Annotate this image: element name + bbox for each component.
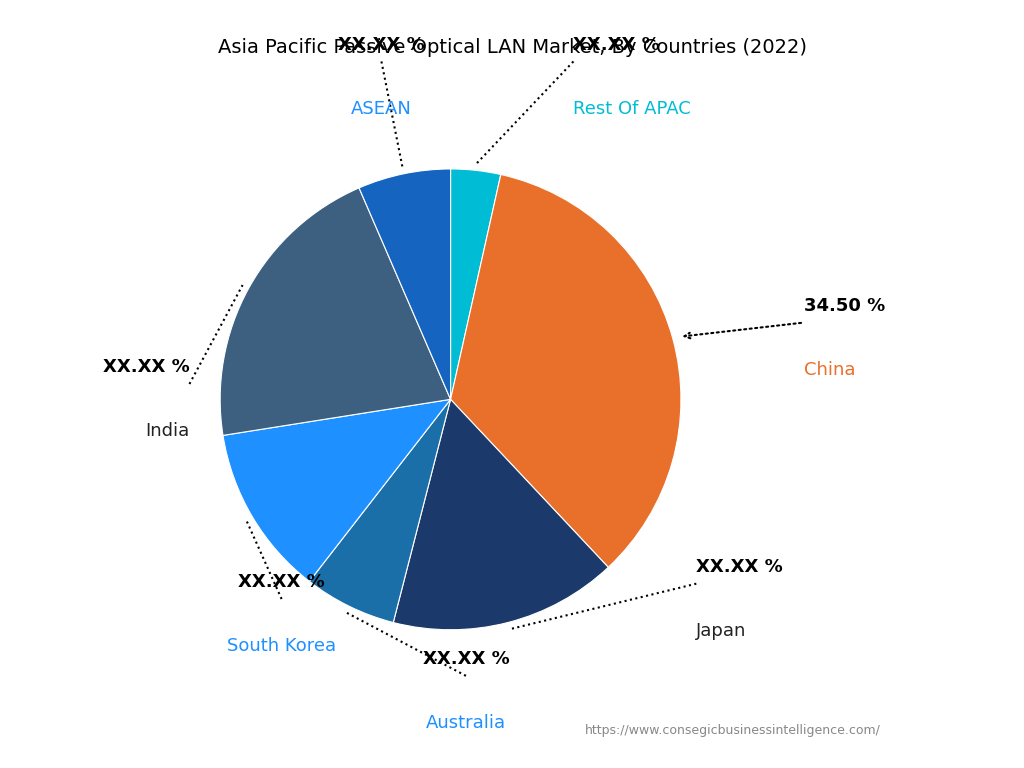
Wedge shape <box>309 399 451 623</box>
Text: XX.XX %: XX.XX % <box>102 359 189 376</box>
Text: 34.50 %: 34.50 % <box>804 297 885 315</box>
Wedge shape <box>451 174 681 568</box>
Text: XX.XX %: XX.XX % <box>573 36 660 54</box>
Text: China: China <box>804 361 855 379</box>
Wedge shape <box>220 188 451 435</box>
Wedge shape <box>223 399 451 581</box>
Text: XX.XX %: XX.XX % <box>239 574 325 591</box>
Text: XX.XX %: XX.XX % <box>696 558 783 576</box>
Wedge shape <box>393 399 608 630</box>
Text: Japan: Japan <box>696 622 746 640</box>
Wedge shape <box>451 169 501 399</box>
Text: Rest Of APAC: Rest Of APAC <box>573 100 691 118</box>
Text: Australia: Australia <box>426 714 506 732</box>
Text: South Korea: South Korea <box>227 637 336 655</box>
Text: https://www.consegicbusinessintelligence.com/: https://www.consegicbusinessintelligence… <box>585 724 881 737</box>
Text: XX.XX %: XX.XX % <box>423 650 509 668</box>
Text: India: India <box>145 422 189 440</box>
Text: XX.XX %: XX.XX % <box>338 36 425 54</box>
Text: Asia Pacific Passive Optical LAN Market, By Countries (2022): Asia Pacific Passive Optical LAN Market,… <box>217 38 807 58</box>
Text: ASEAN: ASEAN <box>351 100 412 118</box>
Wedge shape <box>359 169 451 399</box>
